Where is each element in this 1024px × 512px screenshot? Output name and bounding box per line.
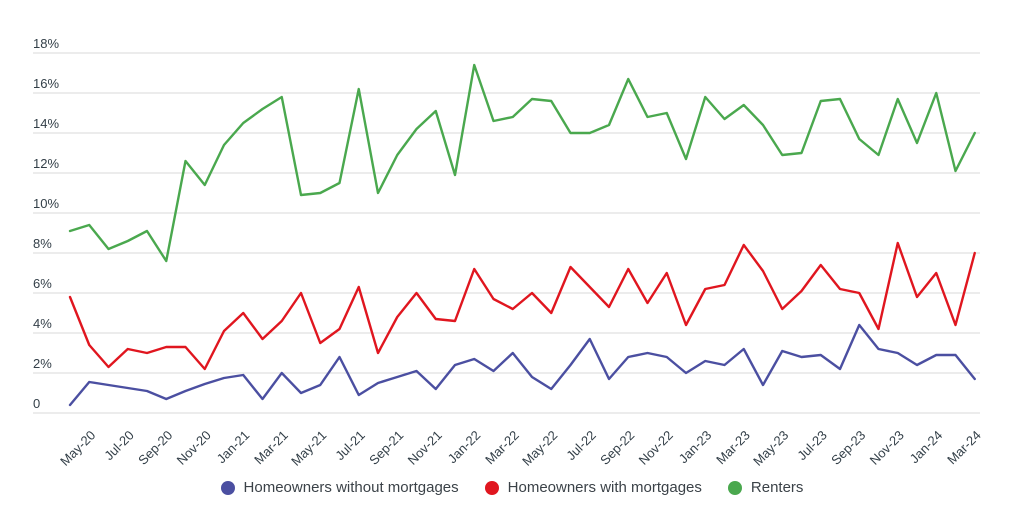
x-axis-tick-label: Sep-21: [366, 428, 406, 468]
legend-item-homeowners-without-mortgages: Homeowners without mortgages: [220, 479, 459, 496]
x-axis-tick-label: Jul-23: [794, 428, 830, 464]
x-axis-tick-label: Jul-21: [332, 428, 368, 464]
x-axis-tick-label: Mar-23: [713, 428, 753, 468]
series-line-homeowners-with-mortgages: [68, 241, 976, 371]
x-axis-tick-label: May-22: [519, 428, 560, 469]
x-axis-tick-label: Mar-21: [251, 428, 291, 468]
y-axis-tick-label: 8%: [33, 236, 52, 251]
chart-legend: Homeowners without mortgages Homeowners …: [0, 479, 1024, 496]
y-axis-tick-label: 18%: [33, 36, 59, 51]
y-axis-tick-label: 14%: [33, 116, 59, 131]
y-axis-tick-label: 12%: [33, 156, 59, 171]
y-axis-tick-label: 16%: [33, 76, 59, 91]
x-axis-tick-label: Jan-21: [214, 428, 253, 467]
legend-item-renters: Renters: [727, 479, 804, 496]
x-axis-tick-label: Nov-22: [636, 428, 676, 468]
legend-label-homeowners-with-mortgages: Homeowners with mortgages: [507, 479, 702, 496]
x-axis-tick-label: Sep-23: [828, 428, 868, 468]
x-axis-tick-label: Nov-20: [174, 428, 214, 468]
legend-dot-homeowners-with-mortgages: [484, 480, 499, 495]
y-axis-tick-label: 10%: [33, 196, 59, 211]
series-line-renters: [68, 63, 976, 263]
legend-label-renters: Renters: [750, 479, 804, 496]
y-axis-tick-label: 0: [33, 396, 40, 411]
x-axis-tick-label: May-23: [750, 428, 791, 469]
legend-dot-renters: [727, 480, 742, 495]
legend-item-homeowners-with-mortgages: Homeowners with mortgages: [484, 479, 702, 496]
x-axis-tick-label: Jan-23: [676, 428, 715, 467]
legend-dot-homeowners-without-mortgages: [220, 480, 235, 495]
y-axis-tick-label: 4%: [33, 316, 52, 331]
x-axis-tick-label: May-21: [288, 428, 329, 469]
y-axis-tick-label: 6%: [33, 276, 52, 291]
series-line-homeowners-without-mortgages: [68, 323, 976, 407]
y-axis-tick-label: 2%: [33, 356, 52, 371]
x-axis-tick-label: Sep-20: [135, 428, 175, 468]
x-axis-tick-label: Sep-22: [597, 428, 637, 468]
x-axis-tick-label: Mar-24: [944, 428, 984, 468]
x-axis-tick-label: Jan-22: [445, 428, 484, 467]
x-axis-tick-label: Nov-21: [405, 428, 445, 468]
x-axis-tick-label: Mar-22: [482, 428, 522, 468]
x-axis-tick-label: Jul-20: [101, 428, 137, 464]
x-axis-tick-label: Jan-24: [907, 428, 946, 467]
x-axis-tick-label: Jul-22: [563, 428, 599, 464]
legend-label-homeowners-without-mortgages: Homeowners without mortgages: [243, 479, 459, 496]
x-axis-tick-label: Nov-23: [867, 428, 907, 468]
x-axis-tick-label: May-20: [57, 428, 98, 469]
